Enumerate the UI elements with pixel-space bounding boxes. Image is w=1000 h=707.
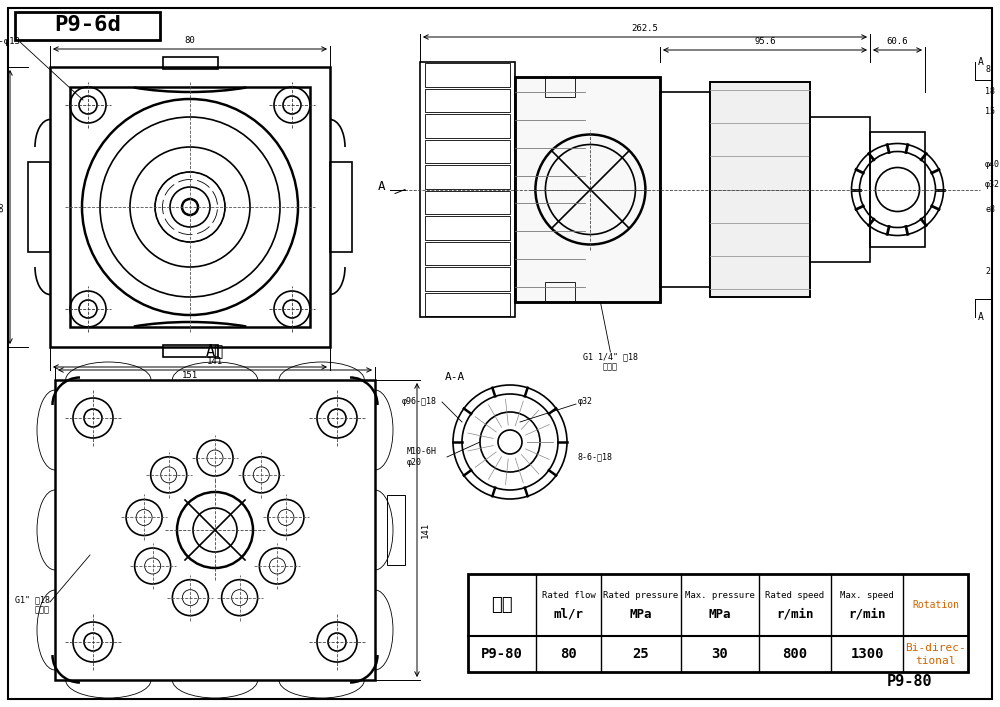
Bar: [162, 57, 218, 69]
Bar: [425, 139, 510, 163]
Text: MPa: MPa: [630, 607, 652, 621]
Text: Rated pressure: Rated pressure: [603, 592, 679, 600]
Text: Max. speed: Max. speed: [840, 592, 894, 600]
Text: A: A: [378, 180, 385, 193]
Text: 141: 141: [207, 357, 223, 366]
Bar: [28, 162, 50, 252]
Bar: [425, 242, 510, 265]
Text: G1" 管18
出油口: G1" 管18 出油口: [15, 595, 50, 614]
Bar: [660, 92, 710, 287]
Text: tional: tional: [915, 656, 956, 666]
Text: r/min: r/min: [848, 607, 886, 621]
Text: 60.6: 60.6: [887, 37, 908, 46]
Bar: [425, 165, 510, 189]
Bar: [387, 495, 405, 565]
Bar: [425, 63, 510, 86]
Bar: [468, 574, 968, 672]
Text: 141: 141: [421, 522, 430, 538]
Bar: [70, 87, 310, 327]
Text: A向: A向: [206, 343, 224, 358]
Text: e8: e8: [985, 205, 995, 214]
Text: Max. pressure: Max. pressure: [685, 592, 755, 600]
Text: 8: 8: [985, 66, 990, 74]
Text: A: A: [978, 312, 984, 322]
Text: A-A: A-A: [445, 372, 465, 382]
Bar: [50, 67, 330, 347]
Bar: [870, 132, 925, 247]
Bar: [420, 62, 515, 317]
Text: 30: 30: [712, 647, 728, 661]
Text: 4-φ13: 4-φ13: [0, 37, 20, 47]
Text: φ32: φ32: [578, 397, 593, 407]
Bar: [330, 162, 352, 252]
Text: 151: 151: [182, 371, 198, 380]
Bar: [425, 88, 510, 112]
Text: A: A: [978, 57, 984, 67]
Text: 80: 80: [185, 36, 195, 45]
Text: φ40: φ40: [985, 160, 1000, 169]
Text: r/min: r/min: [776, 607, 814, 621]
Text: Rotation: Rotation: [912, 600, 959, 610]
Bar: [55, 380, 375, 680]
Text: 1300: 1300: [850, 647, 884, 661]
Bar: [515, 77, 660, 302]
Text: Rated flow: Rated flow: [542, 592, 595, 600]
Text: P9-6d: P9-6d: [55, 15, 121, 35]
Text: φ32: φ32: [985, 180, 1000, 189]
Bar: [425, 216, 510, 240]
Text: 15: 15: [985, 107, 995, 117]
Text: P9-80: P9-80: [887, 674, 933, 689]
Bar: [545, 282, 575, 302]
Bar: [515, 77, 660, 302]
Text: 262.5: 262.5: [632, 24, 658, 33]
Text: 2: 2: [985, 267, 990, 276]
Text: φ96-孔18: φ96-孔18: [402, 397, 437, 407]
Text: 型号: 型号: [491, 596, 513, 614]
Bar: [425, 190, 510, 214]
Bar: [710, 82, 810, 297]
Bar: [162, 345, 218, 357]
Bar: [810, 117, 870, 262]
Text: Bi-direc-: Bi-direc-: [905, 643, 966, 653]
Text: M10-6H
φ20: M10-6H φ20: [407, 448, 437, 467]
Text: Rated speed: Rated speed: [765, 592, 825, 600]
Text: 25: 25: [633, 647, 649, 661]
Text: P9-80: P9-80: [481, 647, 523, 661]
Bar: [425, 114, 510, 137]
Text: 80: 80: [0, 201, 5, 212]
Text: 800: 800: [782, 647, 808, 661]
Text: 18: 18: [985, 88, 995, 96]
Text: G1 1/4" 管18
进油口: G1 1/4" 管18 进油口: [583, 352, 638, 371]
Text: 95.6: 95.6: [754, 37, 776, 46]
Text: ml/r: ml/r: [554, 607, 584, 621]
Text: MPa: MPa: [709, 607, 731, 621]
Bar: [425, 267, 510, 291]
Bar: [545, 77, 575, 97]
Bar: [710, 82, 810, 297]
Bar: [15, 12, 160, 40]
Bar: [425, 293, 510, 316]
Text: 80: 80: [560, 647, 577, 661]
Text: 8-6-孔18: 8-6-孔18: [578, 452, 613, 462]
